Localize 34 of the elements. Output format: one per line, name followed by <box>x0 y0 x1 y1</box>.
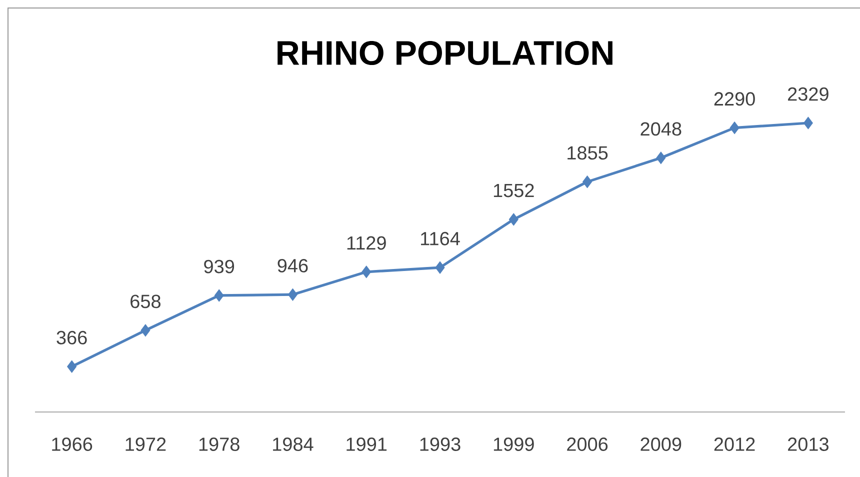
x-tick-label: 1966 <box>52 438 92 451</box>
data-label: 946 <box>278 258 308 272</box>
x-tick-label: 2012 <box>714 438 755 451</box>
x-tick-label: 1978 <box>199 438 240 451</box>
point <box>656 152 666 164</box>
data-label: 658 <box>130 294 160 308</box>
x-tick-label: 2009 <box>640 438 682 451</box>
point <box>214 289 224 302</box>
point <box>730 122 740 134</box>
data-label: 2048 <box>640 122 682 136</box>
x-tick-label: 1984 <box>273 438 314 451</box>
point <box>67 360 77 373</box>
point <box>435 261 445 274</box>
point <box>362 266 372 278</box>
data-label: 1552 <box>494 184 534 198</box>
point <box>508 213 518 226</box>
x-tick-label: 2006 <box>567 438 608 451</box>
point <box>288 288 298 301</box>
data-label: 1129 <box>347 236 386 250</box>
x-tick-label: 1991 <box>346 438 387 451</box>
x-tick-label: 1999 <box>494 438 534 451</box>
x-tick-label: 1972 <box>126 438 166 451</box>
data-label: 2290 <box>714 92 755 106</box>
data-label: 1855 <box>568 146 608 160</box>
data-label: 2329 <box>788 87 828 101</box>
point <box>582 176 592 188</box>
data-label: 1164 <box>421 232 460 246</box>
point <box>803 116 813 130</box>
x-tick-label: 2013 <box>788 438 828 451</box>
x-tick-label: 1993 <box>420 438 460 451</box>
data-label: 939 <box>204 260 234 274</box>
point <box>140 324 150 337</box>
data-label: 366 <box>56 330 87 344</box>
chart-title: RHINO POPULATION <box>278 40 612 66</box>
